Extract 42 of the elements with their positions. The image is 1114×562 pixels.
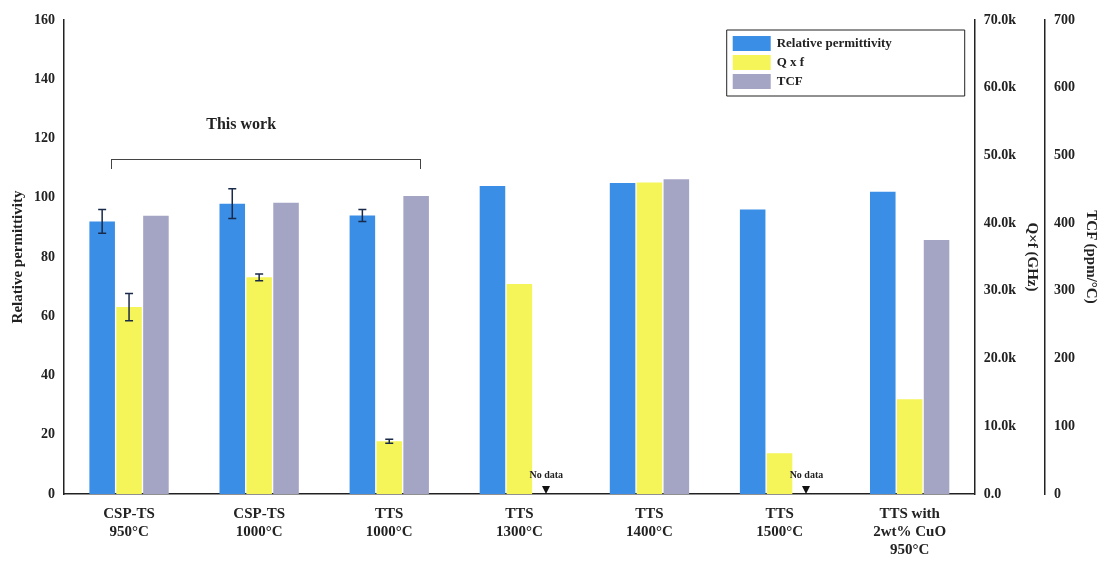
y-tick-label: 100 <box>34 189 55 205</box>
y-tick-label: 0 <box>48 485 55 501</box>
y3-tick-label: 300 <box>1054 282 1075 298</box>
x-tick-label: TTS 1000°C <box>365 504 413 539</box>
y2-tick-label: 20.0k <box>983 350 1017 366</box>
y2-axis-title: Q×f (GHz) <box>1024 222 1042 292</box>
x-tick-label: TTS 1300°C <box>495 504 543 539</box>
y2-tick-label: 50.0k <box>983 147 1017 163</box>
y-tick-label: 160 <box>34 11 55 27</box>
x-tick-label: CSP-TS 1000°C <box>233 504 285 539</box>
bar <box>403 196 429 494</box>
y2-tick-label: 30.0k <box>983 282 1017 298</box>
y3-axis-title: TCF (ppm/°C) <box>1083 210 1101 304</box>
y2-tick-label: 70.0k <box>983 11 1017 27</box>
legend-label: Relative permittivity <box>776 35 893 51</box>
y2-tick-label: 0.0 <box>983 485 1002 501</box>
legend-label: TCF <box>776 73 803 89</box>
y-tick-label: 20 <box>41 426 55 442</box>
y-axis-title: Relative permittivity <box>8 190 25 324</box>
y-tick-label: 80 <box>41 248 55 264</box>
y-tick-label: 40 <box>41 367 55 383</box>
x-tick-label: TTS 1500°C <box>756 504 803 539</box>
y3-tick-label: 0 <box>1054 485 1061 501</box>
y3-tick-label: 400 <box>1054 214 1075 230</box>
y3-tick-label: 200 <box>1054 350 1075 366</box>
y-tick-label: 60 <box>41 307 55 323</box>
y2-tick-label: 60.0k <box>983 79 1017 95</box>
bar <box>923 240 950 494</box>
y-tick-label: 120 <box>34 130 55 146</box>
x-tick-label: CSP-TS 950°C <box>103 504 155 539</box>
x-tick-label: TTS 1400°C <box>626 504 673 539</box>
y3-tick-label: 600 <box>1054 79 1075 95</box>
y3-tick-label: 700 <box>1054 11 1075 27</box>
bar <box>376 441 403 494</box>
y-tick-label: 140 <box>34 70 55 86</box>
legend-label: Q x f <box>776 54 805 70</box>
y2-tick-label: 40.0k <box>983 214 1017 230</box>
annotation: This work <box>206 115 277 133</box>
y3-tick-label: 100 <box>1054 417 1075 433</box>
y3-tick-label: 500 <box>1054 147 1075 163</box>
y2-tick-label: 10.0k <box>983 417 1017 433</box>
x-tick-label: TTS with 2wt% CuO 950°C <box>873 504 947 557</box>
